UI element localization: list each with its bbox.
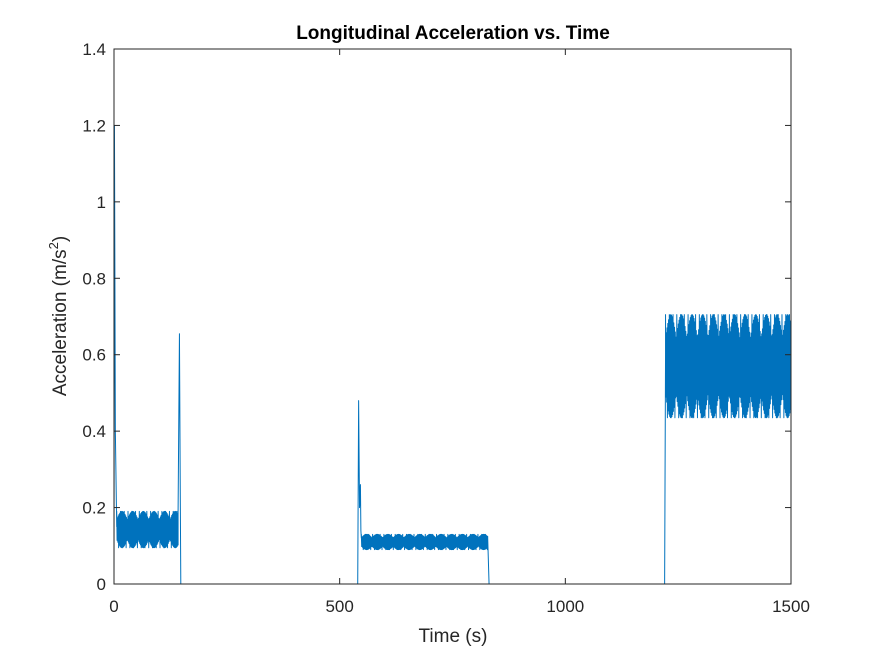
y-tick-label: 1.2: [82, 116, 106, 135]
x-tick-label: 1500: [772, 597, 810, 616]
y-axis: 0 0.2 0.4 0.6 0.8 1 1.2 1.4: [82, 40, 791, 594]
y-tick-label: 1: [97, 193, 106, 212]
y-axis-label: Acceleration (m/s2): [46, 236, 71, 396]
x-axis: 0 500 1000 1500: [109, 49, 810, 616]
y-tick-label: 0: [97, 575, 106, 594]
x-tick-label: 1000: [546, 597, 584, 616]
series-line: [114, 124, 791, 584]
x-tick-label: 0: [109, 597, 118, 616]
chart-title: Longitudinal Acceleration vs. Time: [296, 23, 610, 44]
y-tick-label: 0.4: [82, 422, 106, 441]
series-layer: [114, 124, 791, 584]
x-tick-label: 500: [325, 597, 353, 616]
x-axis-label: Time (s): [419, 626, 488, 647]
y-axis-label-tail: ): [50, 236, 71, 242]
plot-area: [114, 49, 791, 584]
y-tick-label: 0.2: [82, 499, 106, 518]
y-tick-label: 0.6: [82, 346, 106, 365]
y-axis-label-base: Acceleration (m/s: [50, 249, 71, 396]
y-tick-label: 1.4: [82, 40, 106, 59]
axes-box: [113, 48, 792, 585]
y-axis-label-superscript: 2: [46, 242, 61, 249]
plot-background: [114, 49, 791, 584]
y-tick-label: 0.8: [82, 269, 106, 288]
